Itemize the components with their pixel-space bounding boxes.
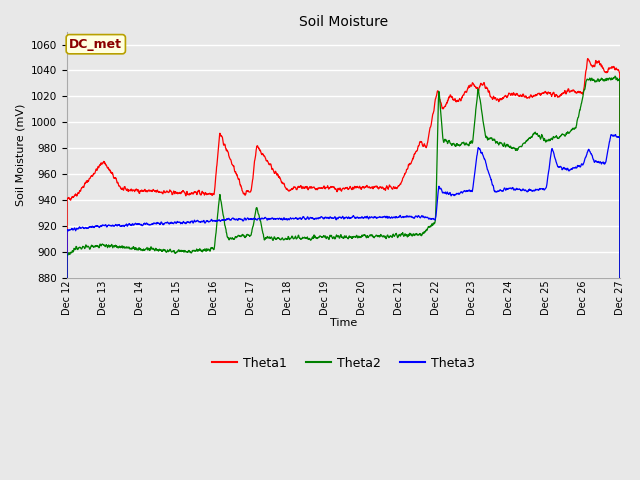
Text: DC_met: DC_met — [69, 38, 122, 51]
Legend: Theta1, Theta2, Theta3: Theta1, Theta2, Theta3 — [207, 352, 480, 375]
X-axis label: Time: Time — [330, 318, 357, 328]
Title: Soil Moisture: Soil Moisture — [299, 15, 388, 29]
Y-axis label: Soil Moisture (mV): Soil Moisture (mV) — [15, 103, 25, 206]
